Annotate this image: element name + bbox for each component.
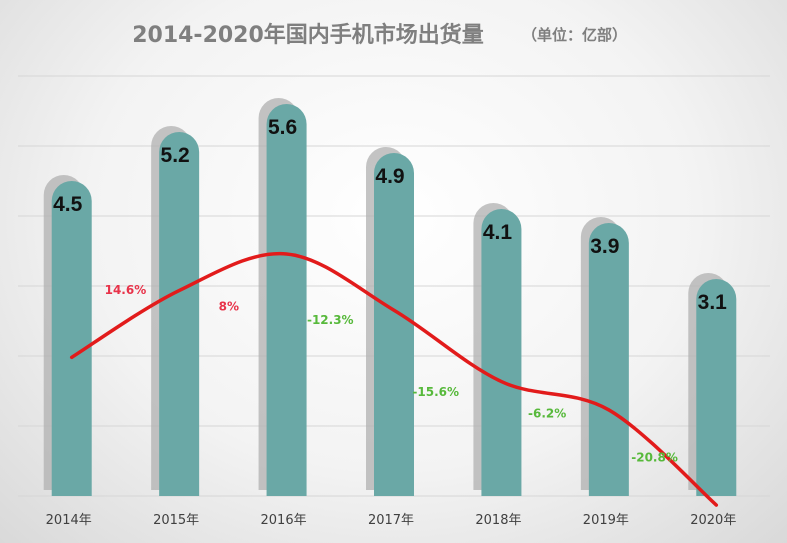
growth-label: 8% [219, 299, 239, 313]
growth-label: -20.8% [631, 450, 678, 464]
value-label: 4.1 [483, 221, 513, 244]
x-tick-label: 2020年 [690, 513, 736, 528]
growth-line-group [69, 251, 719, 507]
value-label: 3.1 [698, 291, 728, 314]
labels: 4.5 2014年 5.2 2015年 5.6 2016年 4.9 2017年 4.1 2018年… [46, 116, 737, 528]
x-tick-label: 2019年 [583, 513, 629, 528]
growth-label: -15.6% [412, 385, 459, 399]
value-label: 3.9 [590, 235, 619, 258]
chart-title: 2014-2020年国内手机市场出货量 [132, 22, 484, 48]
bar [266, 104, 307, 497]
chart-unit-note: （单位：亿部） [522, 26, 627, 44]
x-tick-label: 2018年 [475, 513, 521, 528]
growth-label: -6.2% [528, 407, 566, 421]
value-label: 5.6 [268, 116, 297, 139]
bar [588, 223, 629, 497]
growth-label: 14.6% [105, 283, 147, 297]
x-tick-label: 2015年 [153, 513, 199, 528]
growth-line [69, 251, 719, 507]
x-tick-label: 2017年 [368, 513, 414, 528]
bar [696, 279, 737, 496]
bar [159, 132, 200, 496]
value-label: 4.5 [53, 193, 83, 216]
x-tick-label: 2016年 [261, 513, 307, 528]
bar [374, 153, 414, 496]
value-label: 4.9 [375, 165, 404, 188]
bar [51, 181, 92, 496]
x-tick-label: 2014年 [46, 513, 92, 528]
value-label: 5.2 [161, 144, 190, 167]
bar [481, 208, 522, 496]
bars [43, 98, 737, 497]
growth-label: -12.3% [307, 313, 354, 327]
